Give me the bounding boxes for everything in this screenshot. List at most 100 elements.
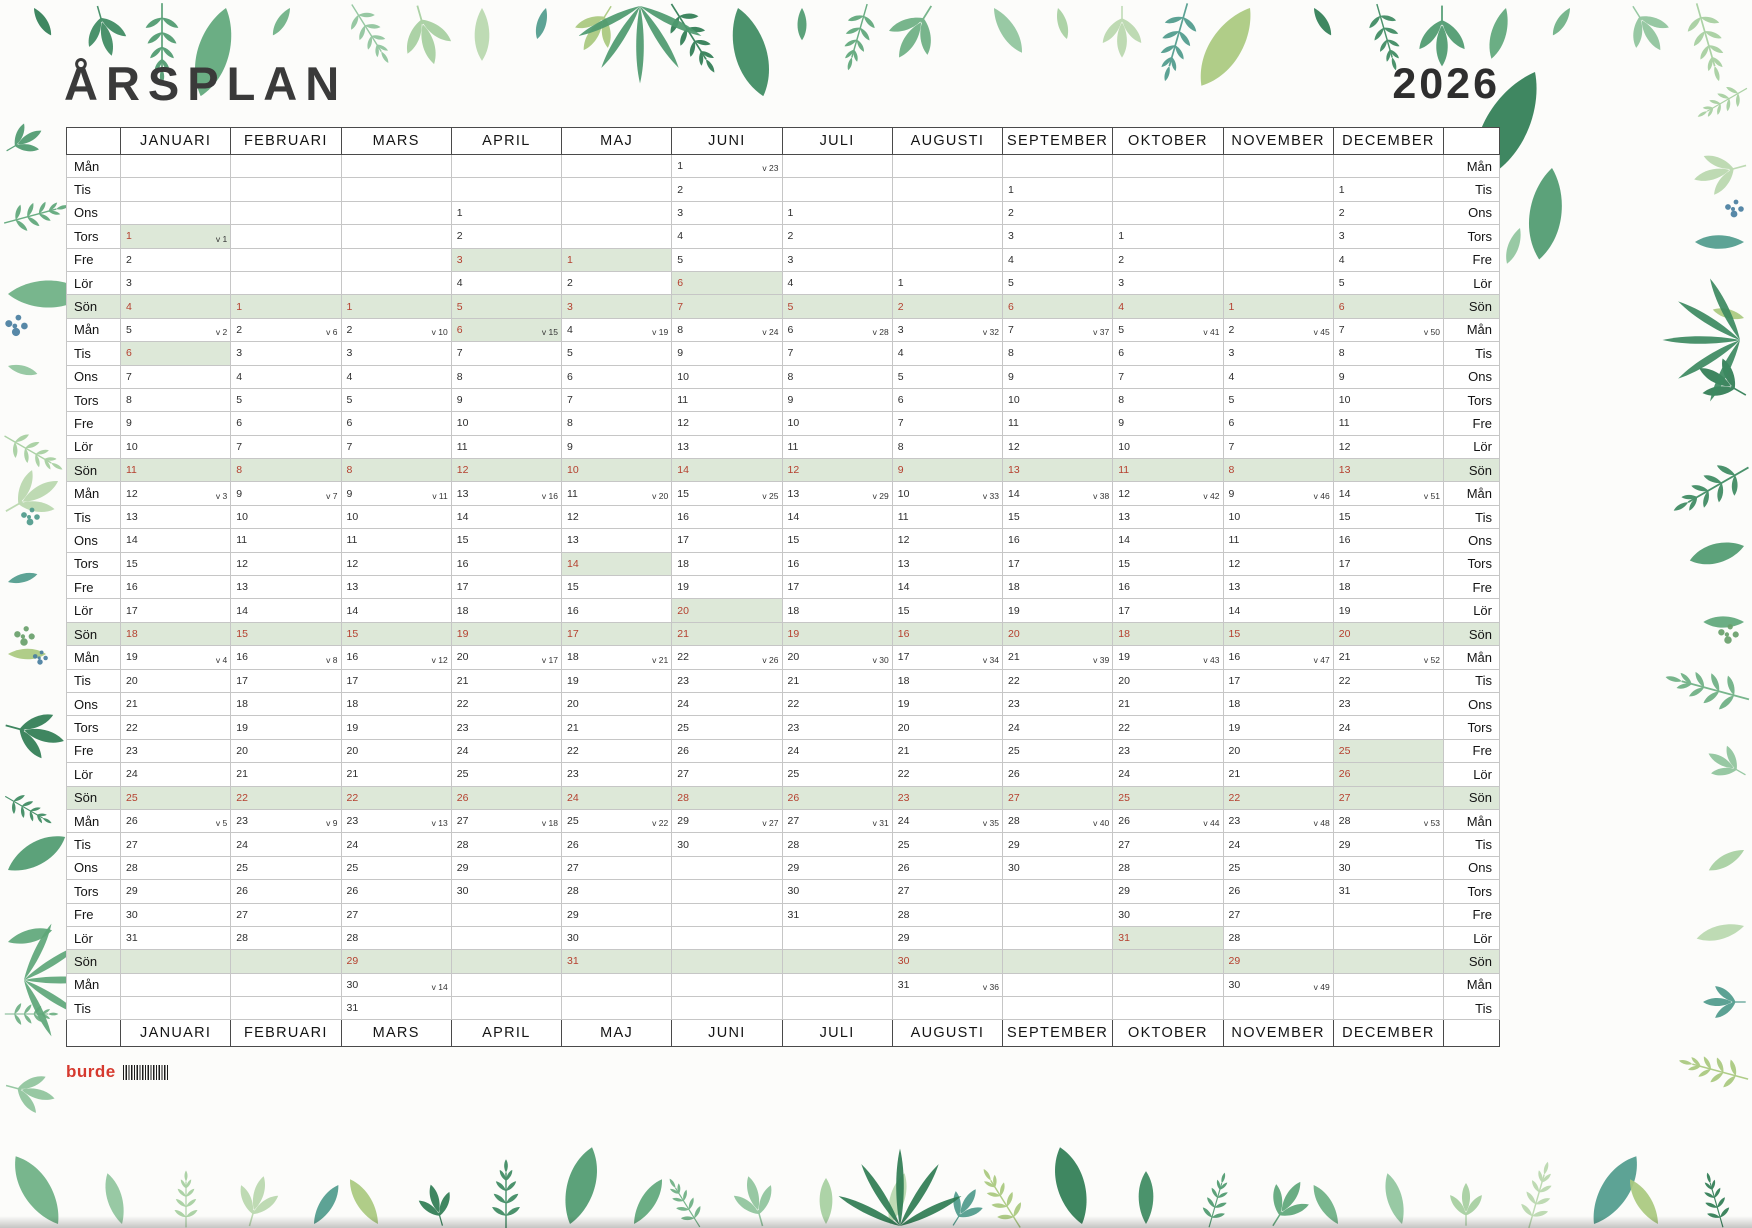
date-number: 25 [346, 861, 359, 874]
date-number: 16 [567, 604, 579, 617]
date-number: 6 [1338, 300, 1345, 313]
day-cell [1001, 949, 1114, 974]
date-number: 31 [787, 908, 800, 921]
weekday-label-left: Sön [66, 621, 121, 647]
date-number: 7 [897, 417, 904, 430]
date-number: 4 [346, 370, 353, 383]
day-cell: 17 [1001, 551, 1114, 577]
date-number: 29 [567, 908, 579, 921]
day-cell: 8 [119, 387, 232, 413]
day-cell [1001, 902, 1114, 927]
day-cell: 13 [1332, 458, 1445, 483]
day-cell: 25 [340, 855, 452, 881]
day-cell: 18 [340, 691, 452, 717]
week-number: v 12 [431, 654, 448, 665]
day-cell [1112, 949, 1224, 974]
day-cell: 20 [1222, 738, 1334, 764]
day-cell [450, 153, 563, 179]
weekday-label-right: Tors [1443, 224, 1500, 249]
day-cell: 5 v 2 [119, 317, 232, 343]
date-number: 19 [567, 674, 579, 687]
date-number: 30 [126, 908, 138, 921]
date-number: 11 [1228, 534, 1240, 547]
day-cell: 15 [119, 551, 232, 577]
date-number: 17 [236, 674, 248, 687]
weekday-label-left: Tors [66, 224, 121, 249]
date-number: 5 [677, 253, 684, 266]
day-cell: 12 [891, 528, 1004, 553]
week-number: v 31 [872, 818, 889, 829]
weekday-label-left: Sön [66, 949, 121, 974]
weekday-label-left: Lör [66, 925, 121, 951]
date-number: 8 [677, 323, 684, 336]
weekday-label-right: Ons [1443, 528, 1500, 553]
date-number: 17 [346, 674, 359, 687]
day-cell: 5 [891, 364, 1004, 389]
week-number: v 45 [1313, 327, 1330, 338]
date-number: 23 [126, 744, 138, 757]
date-number: 19 [456, 628, 469, 640]
week-number: v 8 [326, 654, 338, 665]
date-number: 13 [236, 581, 248, 594]
weekday-label-left: Tis [66, 177, 121, 202]
page-title: ÅRSPLAN [64, 57, 348, 110]
date-number: 23 [677, 674, 689, 687]
day-cell: 2 v 45 [1222, 317, 1334, 343]
weekday-label-left: Mån [66, 481, 121, 506]
day-cell: 15 [1332, 504, 1445, 530]
day-cell: 3 v 32 [891, 317, 1004, 343]
day-cell: 22 [1001, 668, 1114, 693]
day-cell: 11 [230, 528, 342, 553]
month-footer-cell: SEPTEMBER [1001, 1019, 1114, 1048]
date-number: 8 [236, 464, 243, 477]
day-cell: 14 [230, 598, 342, 623]
week-number: v 20 [652, 490, 669, 501]
day-cell: 24 [1332, 715, 1445, 740]
week-number: v 11 [432, 490, 448, 501]
date-number: 28 [787, 838, 800, 851]
day-cell [671, 996, 783, 1021]
year-label: 2026 [1392, 60, 1500, 108]
day-cell: 5 [671, 247, 783, 272]
date-number: 14 [1118, 534, 1130, 547]
date-number: 20 [787, 651, 800, 664]
day-cell: 25 [891, 832, 1004, 857]
day-cell: 28 [450, 832, 563, 857]
date-number: 28 [346, 932, 359, 945]
date-number: 25 [787, 768, 800, 781]
day-cell [671, 972, 783, 998]
date-number: 10 [787, 417, 800, 430]
date-number: 30 [1118, 908, 1130, 921]
day-cell: 2 [1112, 247, 1224, 272]
day-cell: 26 v 44 [1112, 808, 1224, 834]
day-cell [1222, 200, 1334, 226]
day-cell [230, 949, 342, 974]
day-cell [1332, 996, 1445, 1021]
day-cell: 26 [891, 855, 1004, 881]
day-cell: 19 v 43 [1112, 645, 1224, 670]
date-number: 4 [787, 277, 794, 290]
date-number: 3 [126, 277, 132, 290]
date-number: 6 [236, 417, 243, 430]
month-footer-cell: FEBRUARI [230, 1019, 342, 1048]
week-number: v 39 [1093, 654, 1110, 665]
day-cell: 26 [450, 785, 563, 810]
day-cell: 13 [560, 528, 673, 553]
date-number: 22 [897, 768, 910, 781]
date-number: 27 [1008, 791, 1020, 804]
weekday-label-right: Lör [1443, 925, 1500, 951]
date-number: 23 [1338, 698, 1351, 711]
date-number: 15 [1008, 511, 1020, 524]
day-cell [1332, 949, 1445, 974]
day-cell: 24 [340, 832, 452, 857]
date-number: 1 [456, 206, 463, 219]
date-number: 20 [1118, 674, 1130, 687]
day-cell: 4 [891, 341, 1004, 366]
day-cell: 23 [119, 738, 232, 764]
date-number: 17 [787, 581, 800, 594]
date-number: 16 [1118, 581, 1130, 594]
day-cell: 16 [1332, 528, 1445, 553]
day-cell: 26 [340, 879, 452, 904]
date-number: 6 [567, 370, 573, 383]
week-number: v 5 [215, 818, 228, 829]
